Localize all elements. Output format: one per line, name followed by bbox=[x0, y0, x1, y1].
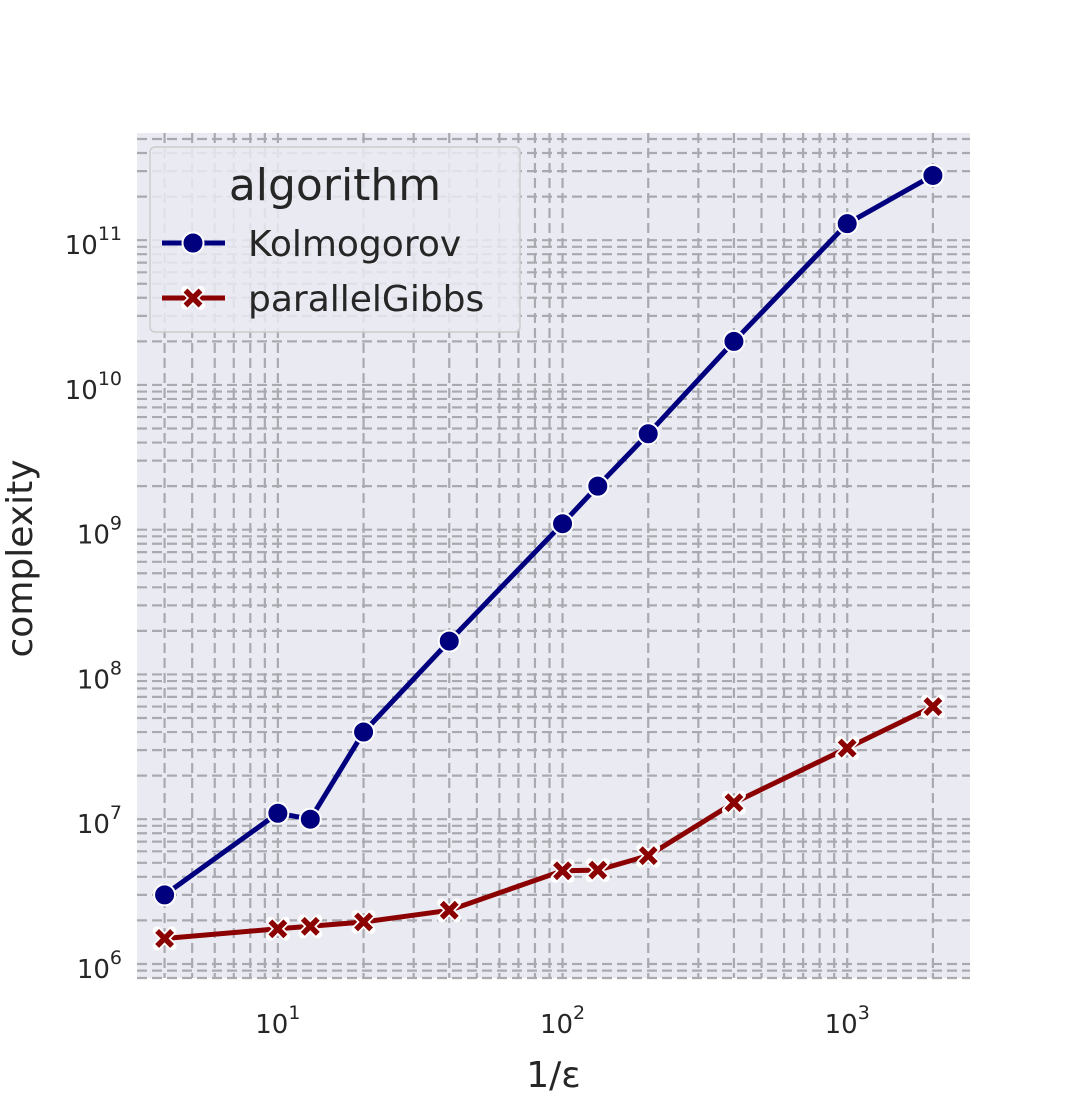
series-layer bbox=[152, 163, 945, 951]
data-point bbox=[266, 801, 290, 825]
data-point bbox=[920, 694, 945, 719]
data-point bbox=[352, 720, 376, 744]
circle-marker bbox=[835, 212, 859, 236]
x-marker bbox=[923, 697, 943, 717]
y-tick-label: 107 bbox=[77, 802, 122, 840]
data-point bbox=[550, 858, 575, 883]
x-tick-labels: 101 102 103 bbox=[255, 1002, 870, 1040]
x-marker bbox=[837, 738, 857, 758]
x-marker bbox=[300, 916, 320, 936]
data-point bbox=[586, 474, 610, 498]
x-marker bbox=[439, 900, 459, 920]
data-point bbox=[835, 736, 860, 761]
x-axis-title: 1/ε bbox=[526, 1055, 581, 1096]
x-marker bbox=[354, 912, 374, 932]
x-tick-label: 101 bbox=[255, 1002, 300, 1040]
circle-marker bbox=[266, 801, 290, 825]
x-tick-exponent: 2 bbox=[573, 1002, 585, 1024]
data-point bbox=[585, 858, 610, 883]
y-axis-title: complexity bbox=[0, 460, 41, 658]
y-tick-label: 1010 bbox=[65, 368, 122, 406]
x-marker bbox=[638, 846, 658, 866]
legend-label: parallelGibbs bbox=[248, 279, 484, 320]
circle-marker bbox=[722, 329, 746, 353]
x-marker bbox=[553, 861, 572, 881]
y-tick-exponent: 10 bbox=[98, 368, 122, 390]
y-tick-label: 108 bbox=[77, 657, 122, 695]
legend-box bbox=[149, 146, 521, 333]
data-point bbox=[835, 212, 859, 236]
y-tick-exponent: 9 bbox=[110, 513, 122, 535]
x-tick-exponent: 1 bbox=[288, 1002, 300, 1024]
circle-marker bbox=[921, 163, 945, 187]
data-point bbox=[153, 883, 177, 907]
y-tick-exponent: 11 bbox=[98, 223, 122, 245]
series-Kolmogorov bbox=[153, 163, 945, 907]
x-marker bbox=[155, 929, 175, 948]
x-tick-exponent: 3 bbox=[858, 1002, 870, 1024]
legend-item-Kolmogorov: Kolmogorov bbox=[162, 224, 461, 265]
data-point bbox=[298, 807, 322, 831]
data-point bbox=[298, 914, 323, 939]
x-marker bbox=[183, 288, 203, 308]
circle-marker bbox=[298, 807, 322, 831]
data-point bbox=[437, 629, 461, 653]
data-point bbox=[722, 329, 746, 353]
legend-label: Kolmogorov bbox=[248, 224, 461, 265]
circle-marker bbox=[352, 720, 376, 744]
y-tick-exponent: 6 bbox=[110, 947, 122, 969]
circle-marker bbox=[153, 883, 177, 907]
x-marker bbox=[724, 793, 744, 813]
legend-item-parallelGibbs: parallelGibbs bbox=[162, 279, 484, 320]
circle-marker bbox=[437, 629, 461, 653]
legend-title: algorithm bbox=[229, 160, 441, 211]
y-tick-label: 109 bbox=[77, 513, 122, 551]
circle-marker bbox=[586, 474, 610, 498]
circle-marker bbox=[181, 231, 205, 255]
legend-items: Kolmogorov parallelGibbs bbox=[162, 224, 484, 320]
series-parallelGibbs bbox=[152, 694, 945, 951]
y-tick-exponent: 8 bbox=[110, 657, 122, 679]
circle-marker bbox=[636, 422, 660, 446]
x-marker bbox=[588, 860, 608, 880]
y-tick-label: 1011 bbox=[65, 223, 122, 261]
data-point bbox=[437, 898, 462, 923]
data-point bbox=[636, 422, 660, 446]
legend: algorithm Kolmogorov parallelGibbs bbox=[149, 146, 521, 333]
x-marker bbox=[268, 919, 288, 939]
y-tick-label: 106 bbox=[77, 947, 122, 985]
data-point bbox=[636, 843, 661, 868]
data-point bbox=[921, 163, 945, 187]
x-tick-label: 103 bbox=[825, 1002, 870, 1040]
data-point bbox=[265, 916, 290, 941]
data-point bbox=[152, 926, 177, 951]
circle-marker bbox=[551, 512, 575, 536]
data-point bbox=[351, 909, 376, 934]
x-tick-label: 102 bbox=[540, 1002, 585, 1040]
data-point bbox=[721, 790, 746, 815]
data-point bbox=[551, 512, 575, 536]
y-tick-exponent: 7 bbox=[110, 802, 122, 824]
